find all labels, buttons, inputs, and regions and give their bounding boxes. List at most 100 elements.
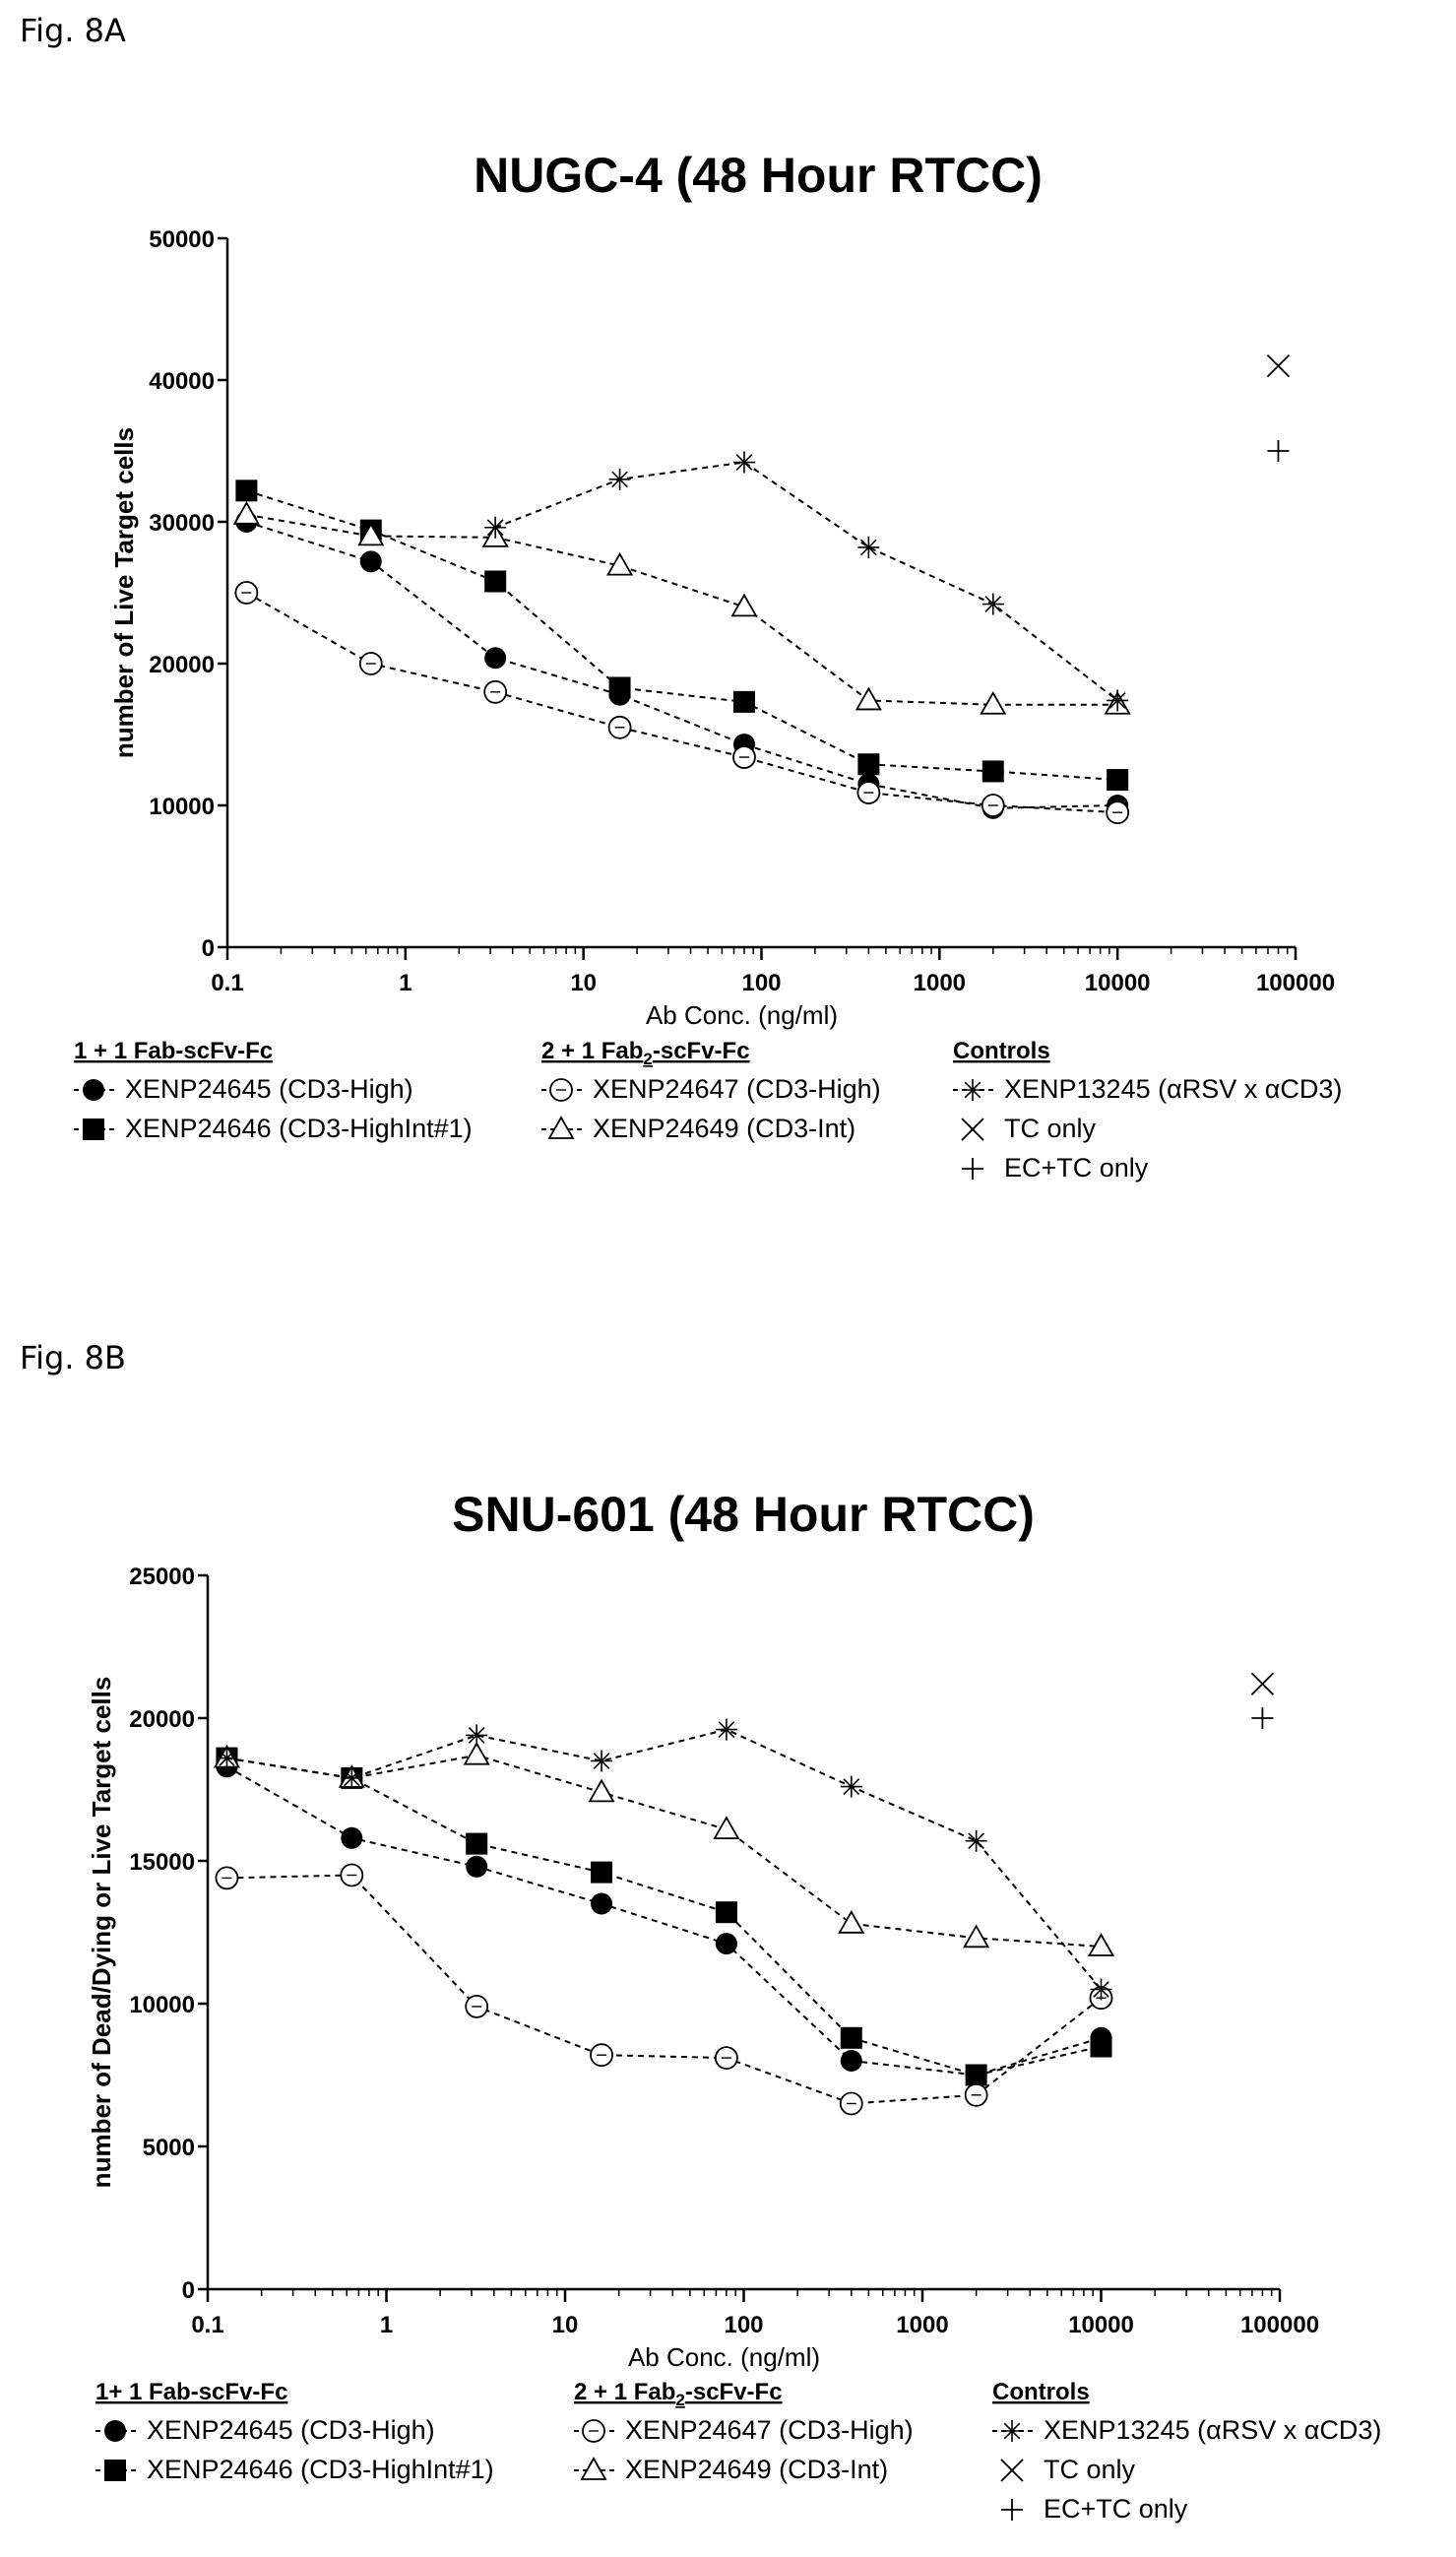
chartB-data-point [1090,1978,1112,2001]
chartA-x-tick-label: 1000 [914,970,966,996]
chartB-data-point [1090,2035,1112,2058]
chartA-x-tick-label: 10000 [1085,970,1151,996]
chartB-data-point [466,1832,488,1855]
chartA-data-point [1107,769,1129,792]
chartB-data-point [1251,1707,1274,1729]
chartB-data-point [965,1829,987,1852]
chartA-data-point [484,570,507,593]
chartB-data-point [591,1892,613,1915]
chartB-data-point [216,1747,238,1769]
chartB-axes: 0 5000 10000 15000 20000 25000 0.1 1 10 100 1000 10… [129,1564,1319,2338]
chart-nugc4: NUGC-4 (48 Hour RTCC) 0 10000 20000 30000 400… [74,148,1342,1183]
chartA-data-point [855,686,882,711]
chartB-data-point [591,1861,613,1884]
chartB-series-x [1250,1672,1275,1695]
chartA-y-axis-label: number of Live Target cells [109,427,139,758]
chartB-data-point [840,2050,862,2072]
chartB-data-point [591,1750,613,1772]
chartB-data-point [590,2043,613,2068]
chartB-series-line [225,1765,1102,2077]
chartB-legend-marker [1000,2459,1024,2482]
chartB-data-point [715,1933,737,1955]
chartB-x-tick-label: 1 [380,2312,393,2338]
chartA-legend-marker [962,1079,983,1101]
chartA-data-point [358,652,383,675]
chartA-data-point [732,745,756,769]
chartA-data-point [732,451,755,474]
chartA-data-point [732,690,755,713]
chartB-data-point [840,1775,862,1798]
chartA-data-point [1267,440,1290,462]
chartA-data-point [730,593,758,617]
chartA-data-point [232,500,260,525]
chartA-legend-marker [962,1158,983,1180]
chartB-legend-label: XENP13245 (αRSV x αCD3) [1044,2415,1381,2445]
chartB-y-tick-label: 25000 [129,1564,195,1590]
chartA-legend-label: XENP13245 (αRSV x αCD3) [1004,1074,1342,1104]
chartB-legend-label: TC only [1044,2455,1136,2484]
chartB-data-point [215,1866,239,1890]
chartA-data-point [484,516,507,539]
chartA-legend-marker [549,1078,573,1102]
chartA-title: NUGC-4 (48 Hour RTCC) [474,148,1043,203]
chartB-data-point [340,1863,364,1887]
chartA-y-tick-label: 30000 [149,510,215,537]
chartA-y-tick-label: 40000 [149,368,215,395]
chartA-y-tick-label: 20000 [149,652,215,678]
chartB-legend-marker [104,2420,126,2442]
chartA-data-point [1107,689,1129,712]
chartA-legend-marker [83,1079,104,1101]
chartB-legend-label: XENP24645 (CD3-High) [147,2415,435,2445]
chartA-data-point [359,550,382,573]
chartA-data-point [484,647,507,670]
chartB-data-point [463,1741,490,1765]
chartA-legend-marker [961,1118,984,1141]
chartB-legend-marker [104,2460,126,2481]
figure-8b-label: Fig. 8B [20,1339,126,1376]
chartB-y-axis-label: number of Dead/Dying or Live Target cell… [87,1677,116,2189]
chartB-data-point [713,1816,740,1839]
chartB-data-point [839,2091,863,2116]
chartB-legend-group-title: 1+ 1 Fab-scFv-Fc [95,2379,287,2405]
chartA-data-point [483,679,508,704]
chartA-x-axis-label: Ab Conc. (ng/ml) [646,1000,838,1030]
chartB-data-point [466,1855,488,1878]
chartA-series-plus [1267,440,1290,462]
chartB-series-plus [1251,1707,1274,1729]
chartB-y-tick-label: 15000 [129,1849,195,1876]
chartB-legend-label: XENP24649 (CD3-Int) [625,2455,888,2484]
chartA-series-open-triangle [232,500,1131,715]
chartB-data-point [1087,1933,1115,1956]
chartA-legend-marker [547,1116,575,1139]
chartB-series-open-circle [215,1863,1113,2116]
chartB-data-point [715,1718,737,1741]
chartA-legend-group-title: 2 + 1 Fab2-scFv-Fc [541,1038,750,1068]
chartA-series-line [245,592,1118,814]
chartA-legend-group-title: 1 + 1 Fab-scFv-Fc [74,1038,273,1064]
chartA-data-point [1106,800,1130,825]
chartB-data-point [341,1826,363,1849]
chartB-legend-group-title: Controls [992,2379,1090,2405]
chartA-data-point [608,468,631,490]
figure-8a-label: Fig. 8A [20,12,126,49]
chartB-y-tick-label: 10000 [129,1992,195,2018]
chartB-data-point [840,2026,862,2049]
chartB-x-tick-label: 100 [724,2312,763,2338]
chartA-y-tick-label: 10000 [149,794,215,820]
chartA-series-open-circle [234,581,1130,825]
chartA-legend-label: XENP24645 (CD3-High) [125,1074,413,1104]
chartA-legend-label: EC+TC only [1004,1153,1149,1183]
chartA-data-point [606,551,634,576]
chartB-data-point [963,1924,990,1949]
chartB-x-axis-label: Ab Conc. (ng/ml) [628,2342,820,2372]
chartA-legend-label: XENP24647 (CD3-High) [593,1074,881,1104]
chartB-data-point [1250,1672,1275,1695]
chartB-x-tick-label: 10000 [1068,2312,1134,2338]
chartA-legend-label: TC only [1004,1114,1097,1143]
chartA-data-point [981,794,1005,817]
chartB-legend-label: EC+TC only [1044,2494,1188,2524]
chartA-data-point [857,753,880,776]
chartB-data-point [465,1995,489,2018]
chartA-legend: 1 + 1 Fab-scFv-Fc XENP24645 (CD3-High) XEN… [74,1038,1342,1183]
